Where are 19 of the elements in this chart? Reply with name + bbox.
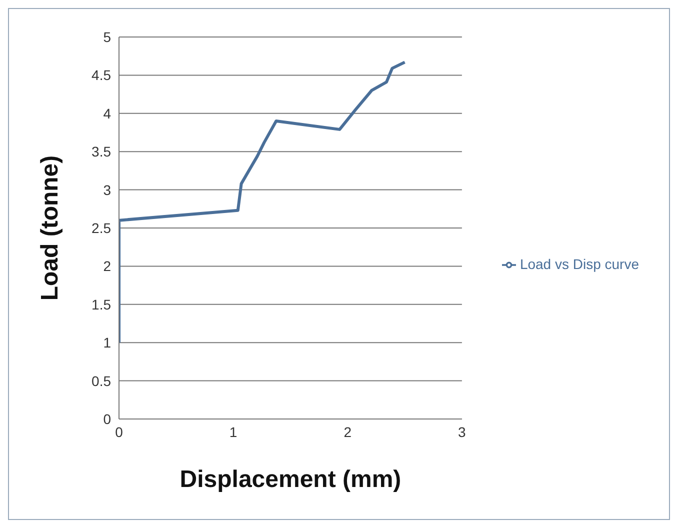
y-axis-title: Load (tonne) [36,155,64,301]
y-tick-label: 3.5 [92,144,112,160]
y-tick-label: 5 [103,28,112,45]
y-tick-label: 4 [103,105,112,122]
x-tick-label: 3 [458,424,466,440]
y-tick-label: 1.5 [92,296,112,312]
y-tick-label: 0.5 [92,372,112,389]
x-tick-label: 2 [344,424,352,440]
x-tick-label: 1 [229,424,238,440]
x-axis-title: Displacement (mm) [180,466,402,493]
y-tick-label: 2.5 [92,220,112,236]
y-tick-label: 4.5 [92,67,112,84]
y-tick-label: 0 [103,410,112,427]
y-tick-label: 3 [103,182,112,198]
legend-label: Load vs Disp curve [520,256,639,272]
y-tick-label: 2 [103,258,112,274]
x-tick-label: 0 [115,424,124,440]
y-tick-label: 1 [103,334,112,351]
line-series [119,60,406,344]
